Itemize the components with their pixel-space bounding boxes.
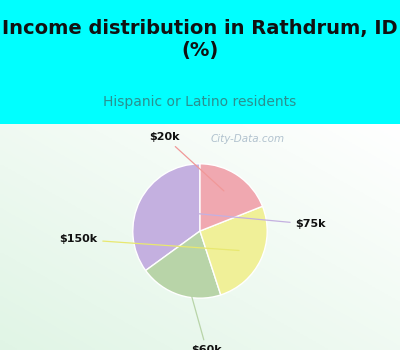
Wedge shape xyxy=(133,164,200,271)
Text: $75k: $75k xyxy=(162,210,326,229)
Text: $20k: $20k xyxy=(150,132,224,191)
Text: Income distribution in Rathdrum, ID
(%): Income distribution in Rathdrum, ID (%) xyxy=(2,19,398,60)
Text: $60k: $60k xyxy=(186,278,222,350)
Wedge shape xyxy=(200,206,267,295)
Text: City-Data.com: City-Data.com xyxy=(210,134,285,145)
Wedge shape xyxy=(146,231,221,298)
Text: Hispanic or Latino residents: Hispanic or Latino residents xyxy=(103,95,297,109)
Wedge shape xyxy=(200,164,262,231)
Text: $150k: $150k xyxy=(59,234,239,251)
